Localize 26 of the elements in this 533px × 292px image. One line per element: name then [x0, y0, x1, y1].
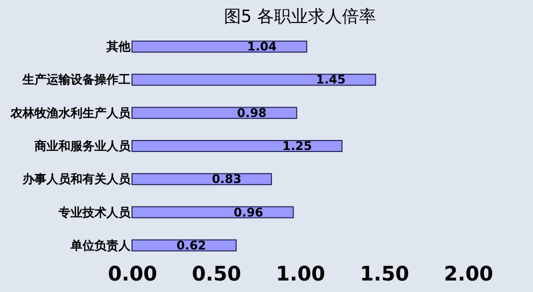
data-label: 1.25 [282, 139, 312, 153]
y-tick-label: 其他 [106, 40, 132, 54]
y-tick-label: 商业和服务业人员 [34, 139, 132, 153]
x-tick-label: 0.50 [192, 262, 242, 286]
chart-title: 图5 各职业求人倍率 [224, 7, 376, 27]
y-tick-label: 单位负责人 [70, 238, 132, 252]
data-label: 0.83 [212, 172, 242, 186]
bar [132, 106, 298, 119]
data-label: 0.98 [237, 106, 267, 120]
x-tick-label: 2.00 [444, 262, 494, 286]
y-tick-label: 办事人员和有关人员 [22, 172, 132, 186]
bar [132, 173, 272, 186]
data-label: 0.96 [234, 205, 264, 220]
x-tick-label: 1.00 [276, 262, 326, 286]
bar [132, 206, 294, 218]
y-tick-label: 生产运输设备操作工 [22, 72, 130, 87]
x-tick-label: 1.50 [360, 262, 410, 286]
data-label: 1.45 [316, 72, 346, 87]
bar [132, 40, 308, 53]
y-tick-label: 农林牧渔水利生产人员 [10, 106, 132, 120]
x-tick-label: 0.00 [108, 262, 158, 286]
y-tick-label: 专业技术人员 [58, 205, 132, 220]
bar [132, 140, 342, 152]
data-label: 0.62 [176, 238, 206, 252]
data-label: 1.04 [247, 40, 277, 54]
bar [132, 74, 376, 86]
